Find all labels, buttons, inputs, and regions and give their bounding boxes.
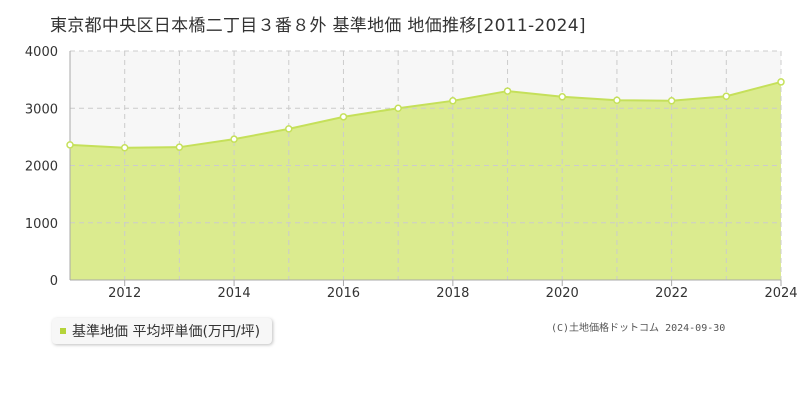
y-tick-label: 3000: [25, 102, 58, 117]
x-tick-label: 2018: [436, 286, 469, 301]
data-point: [613, 96, 621, 104]
data-point: [449, 97, 457, 105]
x-tick-label: 2014: [218, 286, 251, 301]
y-tick-label: 1000: [25, 217, 58, 232]
x-tick-label: 2016: [327, 286, 360, 301]
data-point: [339, 113, 348, 121]
y-tick-label: 2000: [25, 160, 58, 175]
x-tick-label: 2020: [546, 286, 579, 301]
y-tick-label: 0: [50, 274, 58, 289]
data-point: [285, 125, 293, 133]
data-point: [175, 143, 184, 151]
legend[interactable]: 基準地価 平均坪単価(万円/坪): [52, 318, 273, 344]
data-point: [66, 141, 74, 149]
series-line: [69, 80, 782, 149]
data-point: [503, 87, 512, 95]
data-point: [667, 97, 676, 105]
data-point: [777, 78, 785, 86]
data-point: [558, 93, 566, 101]
x-tick-label: 2012: [108, 286, 141, 301]
data-point: [230, 135, 238, 143]
data-point: [394, 104, 402, 112]
y-tick-label: 4000: [25, 45, 58, 60]
x-tick-label: 2024: [764, 286, 797, 301]
x-tick-label: 2022: [655, 286, 688, 301]
series-area: [70, 81, 781, 280]
legend-marker: [60, 328, 66, 334]
plot-background: [70, 51, 781, 148]
data-point: [120, 144, 129, 152]
data-point: [722, 92, 731, 100]
legend-label: 基準地価 平均坪単価(万円/坪): [72, 324, 261, 340]
credit-text: (C)土地価格ドットコム 2024-09-30: [551, 323, 726, 334]
chart-title: 東京都中央区日本橋二丁目３番８外 基準地価 地価推移[2011-2024]: [50, 16, 586, 36]
